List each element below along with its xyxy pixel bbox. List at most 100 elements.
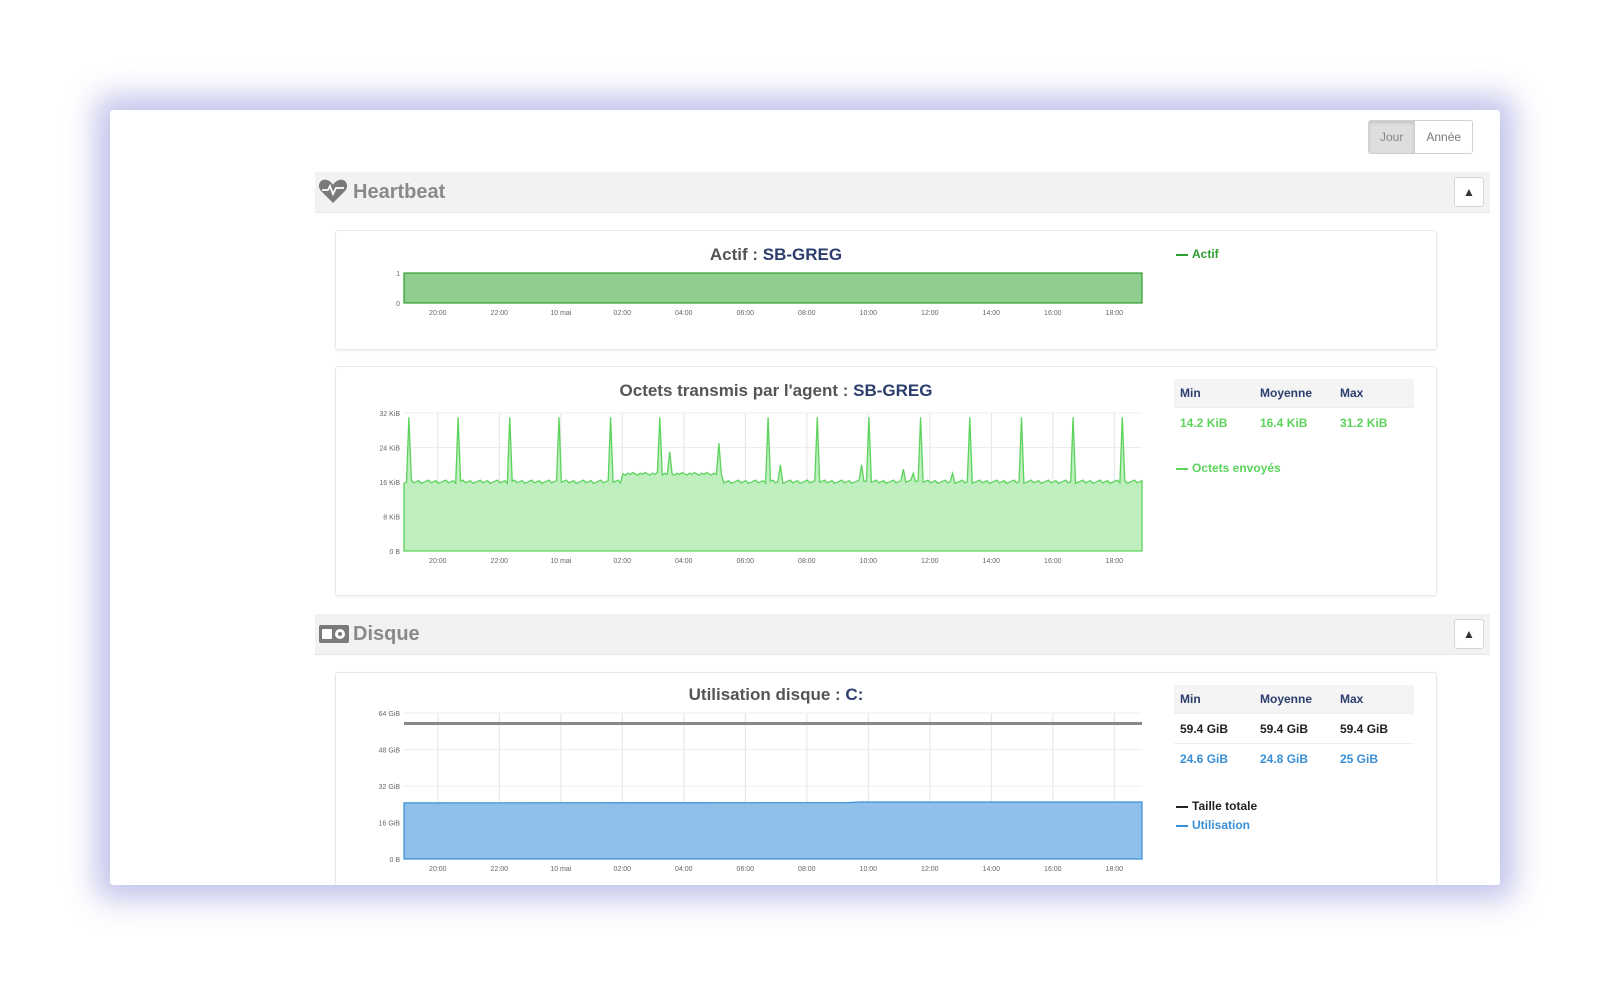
range-year-button[interactable]: Année [1426,130,1462,144]
actif-agent-name: SB-GREG [762,245,843,264]
disk-usage-legend-label: Utilisation [1192,818,1251,832]
disk-section-header[interactable]: Disque ▲ [315,614,1490,655]
heartbeat-section-header[interactable]: Heartbeat ▲ [315,172,1490,213]
octets-stat-avg: 16.4 KiB [1254,407,1334,437]
octets-stat-max: 31.2 KiB [1334,407,1414,437]
disk-total-min: 59.4 GiB [1174,713,1254,744]
heartbeat-section-title: Heartbeat [353,181,446,203]
octets-stat-min: 14.2 KiB [1174,407,1254,437]
x-tick-label: 22:00 [491,558,509,565]
disk-chart-title: Utilisation disque : C: [406,685,1146,705]
disk-usage-legend-swatch [1176,824,1188,827]
x-tick-label: 22:00 [491,866,509,873]
octets-stats-avg-header: Moyenne [1254,379,1334,408]
octets-stats-header-row: Min Moyenne Max [1174,379,1414,408]
disk-chart: 20:00 22:00 10 mai 02:00 04:00 06:00 08:00 10:0… [379,711,1143,873]
octets-stats-max-header: Max [1334,379,1414,408]
x-tick-label: 10:00 [860,310,878,317]
actif-chart-panel: Actif : SB-GREG 20:00 22:00 10 mai 02:00 04:… [335,230,1437,350]
x-tick-label: 22:00 [491,310,509,317]
x-tick-label: 08:00 [798,866,816,873]
disk-usage-max: 25 GiB [1334,743,1414,773]
disk-drive-name: C: [845,685,864,704]
y-tick-label: 64 GiB [379,711,401,718]
x-tick-label: 14:00 [983,866,1001,873]
actif-area [403,272,1143,304]
y-tick-label: 16 GiB [379,821,401,828]
disk-usage-avg: 24.8 GiB [1254,743,1334,773]
x-tick-label: 18:00 [1106,310,1124,317]
x-tick-label: 16:00 [1044,558,1062,565]
octets-chart: 20:00 22:00 10 mai 02:00 04:00 06:00 08:00 10:0… [379,411,1143,565]
disk-stats-usage-row: 24.6 GiB 24.8 GiB 25 GiB [1174,743,1414,773]
disk-chart-panel: Utilisation disque : C: 20:00 22:00 10 mai… [335,672,1437,885]
octets-title-text: Octets transmis par l'agent : [619,381,854,400]
disk-stats-max-header: Max [1334,685,1414,714]
x-tick-label: 10 mai [550,558,571,565]
octets-series-area [403,417,1143,552]
actif-legend-swatch [1176,253,1188,256]
x-tick-label: 10 mai [550,866,571,873]
heartbeat-icon [318,178,348,209]
actif-legend[interactable]: Actif [1176,247,1219,261]
octets-stats-min-header: Min [1174,379,1254,408]
y-tick-label: 8 KiB [383,515,400,522]
x-tick-label: 04:00 [675,558,693,565]
x-tick-label: 08:00 [798,558,816,565]
octets-legend-label: Octets envoyés [1192,461,1281,475]
y-tick-label: 0 B [389,857,400,864]
y-tick-label: 48 GiB [379,748,401,755]
x-tick-label: 06:00 [737,310,755,317]
actif-chart-title: Actif : SB-GREG [406,245,1146,265]
x-tick-label: 12:00 [921,558,939,565]
x-tick-label: 04:00 [675,310,693,317]
x-tick-label: 06:00 [737,558,755,565]
octets-legend[interactable]: Octets envoyés [1176,461,1281,475]
x-tick-label: 10 mai [550,310,571,317]
actif-title-text: Actif : [709,245,763,264]
x-tick-label: 10:00 [860,866,878,873]
x-tick-label: 08:00 [798,310,816,317]
disk-total-max: 59.4 GiB [1334,713,1414,744]
disk-stats-avg-header: Moyenne [1254,685,1334,714]
disk-stats-header-row: Min Moyenne Max [1174,685,1414,714]
disk-usage-min: 24.6 GiB [1174,743,1254,773]
disk-section-title: Disque [353,623,420,645]
x-tick-label: 12:00 [921,866,939,873]
heartbeat-collapse-button[interactable]: ▲ [1454,177,1484,207]
disk-stats-total-row: 59.4 GiB 59.4 GiB 59.4 GiB [1174,713,1414,744]
x-tick-label: 18:00 [1106,558,1124,565]
octets-stats-row: 14.2 KiB 16.4 KiB 31.2 KiB [1174,407,1414,437]
disk-total-legend-swatch [1176,805,1188,808]
dashboard-frame: Jour Année Heartbeat ▲ Actif : SB-GREG 2… [110,110,1500,885]
x-tick-label: 14:00 [983,558,1001,565]
octets-stats-table: Min Moyenne Max 14.2 KiB 16.4 KiB 31.2 K… [1174,379,1414,437]
disk-stats-min-header: Min [1174,685,1254,714]
x-tick-label: 16:00 [1044,866,1062,873]
disk-collapse-button[interactable]: ▲ [1454,619,1484,649]
x-tick-label: 10:00 [860,558,878,565]
x-tick-label: 02:00 [614,866,632,873]
actif-chart: 20:00 22:00 10 mai 02:00 04:00 06:00 08:00 10:0… [396,271,1143,317]
x-tick-label: 02:00 [614,558,632,565]
hard-drive-icon [318,620,350,651]
x-tick-label: 16:00 [1044,310,1062,317]
range-day-button[interactable]: Jour [1369,121,1415,153]
octets-legend-swatch [1176,467,1188,470]
disk-total-legend[interactable]: Taille totale [1176,799,1257,813]
octets-chart-panel: Octets transmis par l'agent : SB-GREG 20… [335,366,1437,596]
x-tick-label: 04:00 [675,866,693,873]
x-tick-label: 12:00 [921,310,939,317]
actif-legend-label: Actif [1192,247,1219,261]
x-tick-label: 18:00 [1106,866,1124,873]
x-tick-label: 20:00 [429,310,447,317]
x-tick-label: 20:00 [429,558,447,565]
disk-total-avg: 59.4 GiB [1254,713,1334,744]
x-tick-label: 14:00 [983,310,1001,317]
y-tick-label: 16 KiB [379,480,400,487]
disk-usage-legend[interactable]: Utilisation [1176,818,1250,832]
y-tick-label: 32 GiB [379,784,401,791]
disk-total-legend-label: Taille totale [1192,799,1258,813]
x-tick-label: 06:00 [737,866,755,873]
time-range-toggle: Jour Année [1368,120,1474,154]
